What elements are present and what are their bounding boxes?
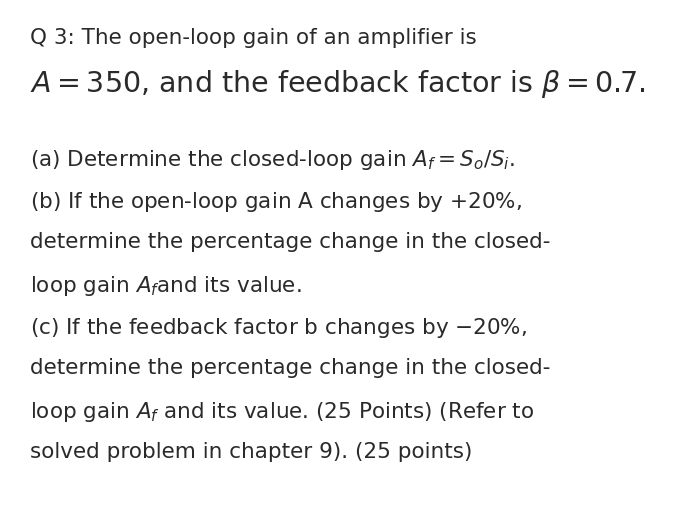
Text: $A = 350$, and the feedback factor is $\beta = 0.7$.: $A = 350$, and the feedback factor is $\… — [30, 68, 645, 100]
Text: (b) If the open-loop gain A changes by $+20\%$,: (b) If the open-loop gain A changes by $… — [30, 190, 522, 214]
Text: solved problem in chapter 9). (25 points): solved problem in chapter 9). (25 points… — [30, 442, 472, 462]
Text: (c) If the feedback factor b changes by $-20\%$,: (c) If the feedback factor b changes by … — [30, 316, 527, 340]
Text: loop gain $A_f$and its value.: loop gain $A_f$and its value. — [30, 274, 302, 298]
Text: loop gain $A_f$ and its value. (25 Points) (Refer to: loop gain $A_f$ and its value. (25 Point… — [30, 400, 534, 424]
Text: Q 3: The open-loop gain of an amplifier is: Q 3: The open-loop gain of an amplifier … — [30, 28, 477, 48]
Text: (a) Determine the closed-loop gain $A_f = S_o/S_i$.: (a) Determine the closed-loop gain $A_f … — [30, 148, 515, 172]
Text: determine the percentage change in the closed-: determine the percentage change in the c… — [30, 232, 550, 252]
Text: determine the percentage change in the closed-: determine the percentage change in the c… — [30, 358, 550, 378]
